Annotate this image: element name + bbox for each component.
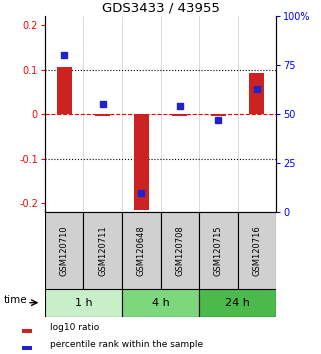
Text: GSM120648: GSM120648 (137, 225, 146, 276)
Text: GSM120710: GSM120710 (60, 225, 69, 276)
Bar (45, 212, 83, 289)
Bar (22, 329, 32, 333)
Bar (122, 289, 199, 317)
Bar (83, 212, 122, 289)
Text: percentile rank within the sample: percentile rank within the sample (50, 340, 203, 349)
Bar (172, 114, 187, 116)
Bar (134, 114, 149, 210)
Bar (199, 289, 276, 317)
Bar (238, 212, 276, 289)
Bar (95, 114, 110, 116)
Text: time: time (4, 295, 27, 305)
Text: GSM120716: GSM120716 (252, 225, 261, 276)
Bar (211, 114, 226, 115)
Text: log10 ratio: log10 ratio (50, 323, 99, 332)
Text: GSM120711: GSM120711 (98, 225, 107, 276)
Bar (22, 346, 32, 350)
Text: 1 h: 1 h (75, 298, 92, 308)
Text: 4 h: 4 h (152, 298, 169, 308)
Bar (122, 212, 160, 289)
Bar (45, 289, 122, 317)
Bar (199, 212, 238, 289)
Title: GDS3433 / 43955: GDS3433 / 43955 (101, 2, 220, 15)
Bar (160, 212, 199, 289)
Text: GSM120708: GSM120708 (175, 225, 184, 276)
Bar (57, 67, 72, 114)
Text: 24 h: 24 h (225, 298, 250, 308)
Text: GSM120715: GSM120715 (214, 225, 223, 276)
Bar (249, 73, 264, 114)
